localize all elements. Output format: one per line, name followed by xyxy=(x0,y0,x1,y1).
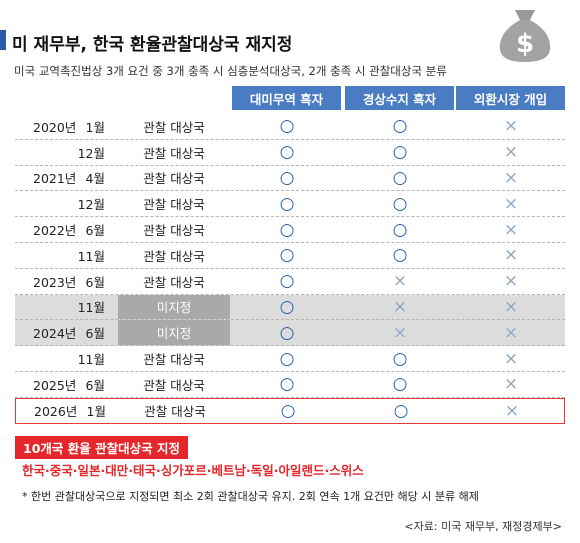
table-row: 11월 관찰 대상국 ○ ○ × xyxy=(15,346,565,372)
month: 11월 xyxy=(77,300,105,316)
requirement-mark: × xyxy=(503,296,519,317)
requirement-mark: ○ xyxy=(392,219,408,240)
requirement-mark: ○ xyxy=(392,167,408,188)
table-row: 2021년 4월 관찰 대상국 ○ ○ × xyxy=(15,166,565,192)
status: 관찰 대상국 xyxy=(143,248,205,264)
source: <자료: 미국 재무부, 재정경제부> xyxy=(404,520,562,533)
status: 관찰 대상국 xyxy=(143,197,205,213)
month: 12월 xyxy=(77,197,105,213)
requirement-mark: ○ xyxy=(392,193,408,214)
requirement-mark: ○ xyxy=(279,116,295,137)
month: 11월 xyxy=(77,352,105,368)
requirement-mark: × xyxy=(392,322,408,343)
status: 관찰 대상국 xyxy=(143,274,205,290)
requirement-mark: ○ xyxy=(392,348,408,369)
status: 관찰 대상국 xyxy=(143,223,205,239)
status: 관찰 대상국 xyxy=(143,352,205,368)
month: 11월 xyxy=(77,248,105,264)
year: 2023년 xyxy=(33,274,77,290)
requirement-mark: × xyxy=(503,116,519,137)
status: 관찰 대상국 xyxy=(143,119,205,135)
month: 6월 xyxy=(85,274,105,290)
requirement-mark: ○ xyxy=(279,296,295,317)
year: 2025년 xyxy=(33,377,77,393)
requirement-mark: × xyxy=(503,245,519,266)
requirement-mark: ○ xyxy=(279,245,295,266)
table-row: 11월 미지정 ○ × × xyxy=(15,294,565,321)
requirement-mark: × xyxy=(503,219,519,240)
requirement-mark: × xyxy=(503,193,519,214)
column-header: 대미무역 흑자 xyxy=(232,86,341,110)
requirement-mark: × xyxy=(503,374,519,395)
status: 관찰 대상국 xyxy=(143,145,205,161)
note: * 한번 관찰대상국으로 지정되면 최소 2회 관찰대상국 유지. 2회 연속 … xyxy=(22,490,479,503)
status: 관찰 대상국 xyxy=(143,377,205,393)
month: 6월 xyxy=(85,326,105,342)
requirement-mark: × xyxy=(392,271,408,292)
month: 1월 xyxy=(85,119,105,135)
table-row: 2025년 6월 관찰 대상국 ○ ○ × xyxy=(15,372,565,398)
requirement-mark: ○ xyxy=(392,245,408,266)
table-row: 2022년 6월 관찰 대상국 ○ ○ × xyxy=(15,217,565,243)
requirement-mark: ○ xyxy=(392,374,408,395)
table-row: 12월 관찰 대상국 ○ ○ × xyxy=(15,140,565,166)
requirement-mark: ○ xyxy=(279,374,295,395)
requirement-mark: × xyxy=(392,296,408,317)
requirement-mark: ○ xyxy=(279,142,295,163)
requirement-mark: ○ xyxy=(280,400,296,421)
requirement-mark: × xyxy=(503,271,519,292)
year: 2022년 xyxy=(33,223,77,239)
footer-box-title: 10개국 환율 관찰대상국 지정 xyxy=(15,436,188,459)
requirement-mark: ○ xyxy=(279,348,295,369)
title-bar xyxy=(0,30,6,50)
table-row: 2020년 1월 관찰 대상국 ○ ○ × xyxy=(15,114,565,140)
column-header: 외환시장 개입 xyxy=(456,86,565,110)
title: 미 재무부, 한국 환율관찰대상국 재지정 xyxy=(12,35,293,55)
requirement-mark: ○ xyxy=(392,142,408,163)
table-row: 11월 관찰 대상국 ○ ○ × xyxy=(15,243,565,269)
subtitle: 미국 교역촉진법상 3개 요건 중 3개 충족 시 심층분석대상국, 2개 충족… xyxy=(14,64,447,78)
money-bag-icon: $ xyxy=(499,10,551,62)
countries: 한국·중국·일본·대만·태국·싱가포르·베트남·독일·아일랜드·스위스 xyxy=(22,463,364,478)
status: 관찰 대상국 xyxy=(144,404,206,420)
year: 2021년 xyxy=(33,171,77,187)
requirement-mark: × xyxy=(503,142,519,163)
requirement-mark: ○ xyxy=(279,167,295,188)
year: 2024년 xyxy=(33,326,77,342)
table-row: 2024년 6월 미지정 ○ × × xyxy=(15,320,565,347)
month: 6월 xyxy=(85,223,105,239)
month: 12월 xyxy=(77,145,105,161)
requirement-mark: ○ xyxy=(392,116,408,137)
status: 미지정 xyxy=(118,320,230,346)
status: 관찰 대상국 xyxy=(143,171,205,187)
month: 1월 xyxy=(86,404,106,420)
requirement-mark: × xyxy=(504,400,520,421)
year: 2026년 xyxy=(34,404,78,420)
column-header: 경상수지 흑자 xyxy=(345,86,454,110)
requirement-mark: × xyxy=(503,167,519,188)
requirement-mark: × xyxy=(503,322,519,343)
month: 6월 xyxy=(85,377,105,393)
table-row: 12월 관찰 대상국 ○ ○ × xyxy=(15,191,565,218)
requirement-mark: ○ xyxy=(279,271,295,292)
requirement-mark: × xyxy=(503,348,519,369)
table-row: 2023년 6월 관찰 대상국 ○ × × xyxy=(15,269,565,295)
requirement-mark: ○ xyxy=(279,322,295,343)
requirement-mark: ○ xyxy=(279,219,295,240)
year: 2020년 xyxy=(33,119,77,135)
table-row: 2026년 1월 관찰 대상국 ○ ○ × xyxy=(15,397,565,424)
status: 미지정 xyxy=(118,294,230,320)
requirement-mark: ○ xyxy=(279,193,295,214)
requirement-mark: ○ xyxy=(393,400,409,421)
svg-text:$: $ xyxy=(516,29,534,59)
month: 4월 xyxy=(85,171,105,187)
